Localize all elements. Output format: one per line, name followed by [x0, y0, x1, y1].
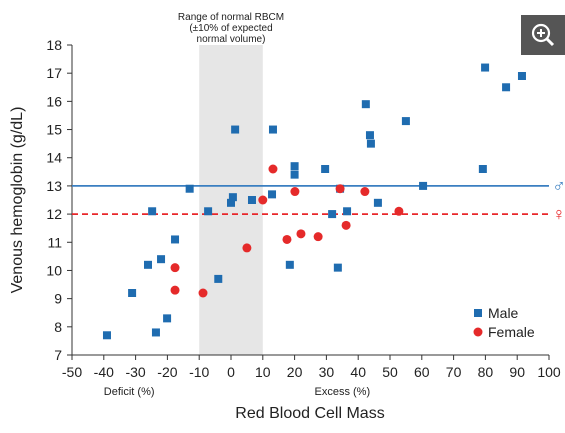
x-tick-label: 0	[227, 364, 235, 380]
x-axis-label: Red Blood Cell Mass	[235, 405, 384, 422]
y-tick-label: 8	[54, 319, 62, 335]
male-point	[481, 63, 490, 72]
y-tick-label: 14	[46, 150, 62, 166]
male-point	[151, 328, 160, 337]
female-point	[268, 164, 278, 174]
axis-note: Excess (%)	[314, 386, 370, 398]
y-tick-label: 16	[46, 93, 62, 109]
legend-marker	[474, 309, 482, 317]
female-point	[282, 234, 292, 244]
x-tick-label: 40	[350, 364, 366, 380]
male-point	[401, 117, 410, 126]
x-tick-label: 90	[509, 364, 525, 380]
female-point	[335, 184, 345, 194]
y-tick-label: 12	[46, 206, 62, 222]
reference-symbol: ♂	[552, 176, 565, 196]
x-tick-label: 70	[446, 364, 462, 380]
y-tick-label: 11	[47, 234, 62, 250]
y-tick-label: 10	[46, 262, 62, 278]
male-point	[268, 190, 277, 199]
female-point	[296, 229, 306, 239]
male-point	[247, 196, 256, 204]
male-point	[502, 83, 511, 92]
male-point	[285, 260, 294, 269]
band-label: Range of normal RBCM	[178, 12, 284, 23]
x-tick-label: 20	[287, 364, 303, 380]
male-point	[157, 255, 166, 264]
legend-label: Male	[488, 305, 519, 321]
male-point	[227, 198, 235, 207]
male-point	[361, 100, 370, 109]
male-point	[144, 260, 153, 269]
y-tick-label: 9	[54, 291, 62, 307]
male-point	[328, 210, 337, 219]
x-tick-label: -30	[125, 364, 145, 380]
y-axis-label: Venous hemoglobin (g/dL)	[9, 107, 26, 294]
female-point	[258, 195, 268, 205]
male-point	[204, 207, 213, 216]
y-tick-label: 18	[46, 37, 62, 53]
male-point	[290, 162, 299, 171]
female-point	[360, 187, 370, 197]
x-tick-label: 50	[382, 364, 398, 380]
female-point	[313, 232, 323, 242]
x-tick-label: -40	[94, 364, 114, 380]
male-point	[214, 274, 223, 283]
male-point	[128, 289, 137, 297]
male-point	[102, 331, 111, 340]
male-point	[171, 235, 180, 244]
male-point	[373, 198, 382, 207]
female-point	[242, 243, 252, 253]
female-point	[198, 288, 208, 298]
male-point	[290, 170, 299, 179]
male-point	[231, 125, 240, 134]
male-point	[185, 184, 194, 193]
male-point	[148, 207, 157, 216]
x-tick-label: -20	[157, 364, 177, 380]
male-point	[517, 72, 526, 80]
female-point	[394, 206, 404, 216]
legend-marker	[473, 327, 483, 337]
zoom-bg[interactable]	[521, 15, 565, 55]
zoom-handle	[545, 37, 555, 47]
zoom-lens	[531, 23, 551, 43]
y-tick-label: 13	[46, 178, 62, 194]
x-tick-label: -10	[189, 364, 209, 380]
male-point	[419, 181, 428, 190]
male-point	[228, 193, 237, 202]
female-point	[290, 187, 300, 197]
axis-note: Deficit (%)	[104, 386, 155, 398]
male-point	[366, 139, 375, 148]
band-label: normal volume)	[197, 34, 266, 45]
female-point	[170, 263, 180, 273]
female-point	[170, 285, 180, 295]
x-tick-label: 30	[319, 364, 335, 380]
x-tick-label: 60	[414, 364, 430, 380]
y-tick-label: 15	[46, 122, 62, 138]
x-tick-label: -50	[62, 364, 82, 380]
male-point	[268, 125, 277, 134]
y-tick-label: 17	[46, 65, 62, 81]
y-tick-label: 7	[54, 347, 62, 363]
male-point	[163, 314, 172, 323]
band-label: (±10% of expected	[189, 23, 272, 34]
male-point	[365, 131, 374, 140]
reference-symbol: ♀	[552, 204, 565, 224]
x-tick-label: 10	[255, 364, 271, 380]
male-point	[478, 165, 487, 173]
zoom-button[interactable]	[521, 15, 565, 55]
male-point	[343, 207, 352, 216]
male-point	[321, 165, 330, 173]
x-tick-label: 80	[478, 364, 494, 380]
male-point	[333, 263, 342, 272]
x-tick-label: 100	[537, 364, 561, 380]
female-point	[341, 220, 351, 230]
legend-label: Female	[488, 324, 535, 340]
